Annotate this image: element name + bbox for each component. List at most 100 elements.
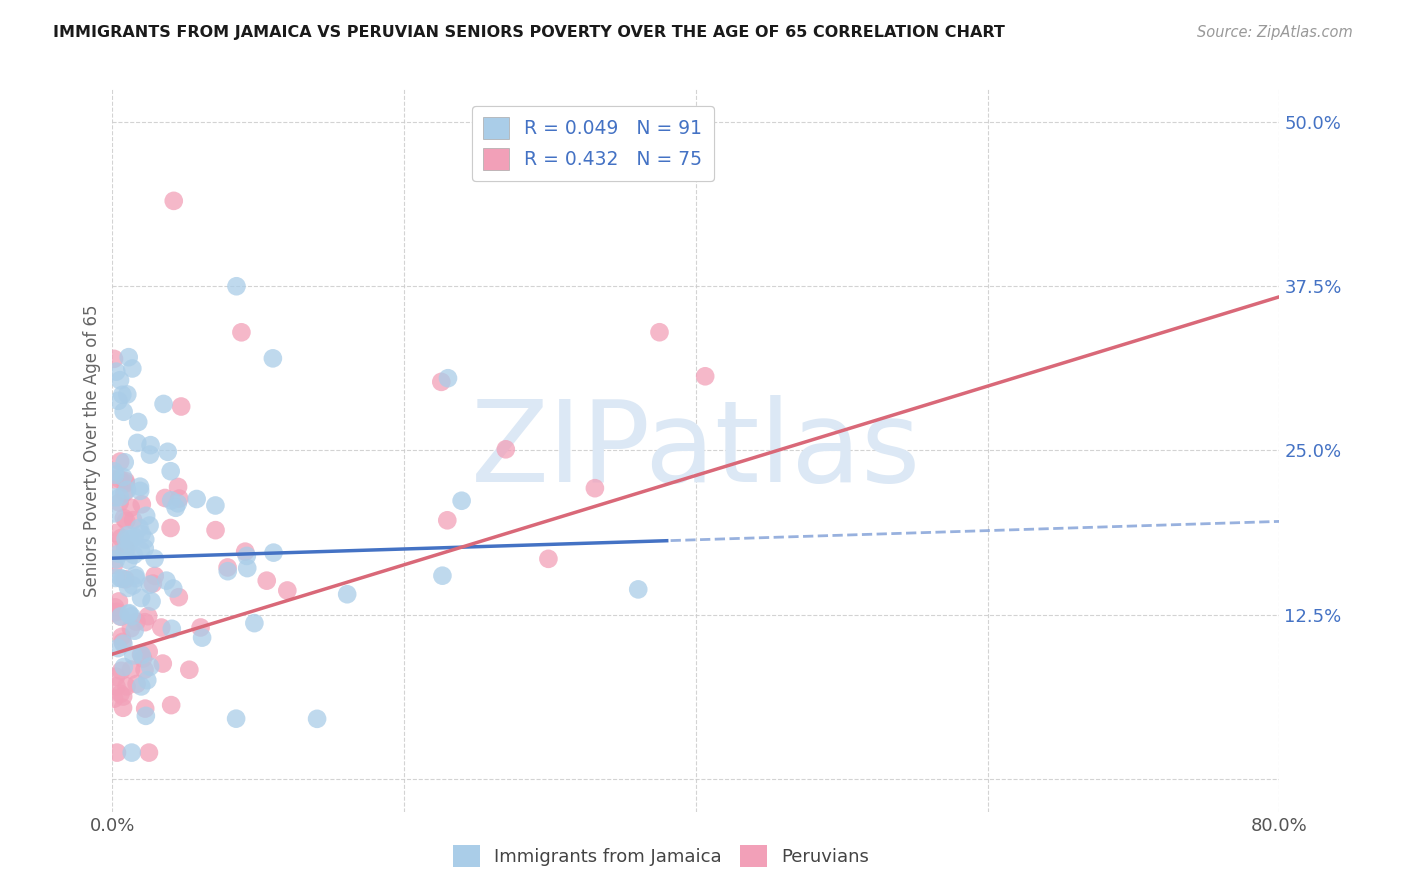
Point [156,444,179,458]
Point [108,490,131,504]
Point [243,616,266,631]
Point [139,448,162,462]
Point [179,663,201,677]
Point [138,746,160,760]
Point [117,387,139,401]
Point [112,700,135,714]
Point [127,415,149,429]
Point [135,508,157,523]
Point [124,624,146,638]
Point [105,365,128,379]
Point [204,499,226,513]
Point [138,518,160,533]
Point [204,523,226,537]
Point [112,470,135,484]
Point [307,712,329,726]
Point [115,679,138,693]
Point [120,621,142,635]
Point [129,648,152,662]
Point [121,609,143,624]
Point [583,481,606,495]
Point [121,746,143,760]
Point [104,491,127,505]
Point [131,648,153,663]
Point [110,687,132,701]
Point [114,572,136,586]
Point [131,527,153,541]
Point [122,513,145,527]
Point [155,574,177,588]
Point [152,397,174,411]
Point [648,325,671,339]
Point [141,594,163,608]
Point [115,514,138,528]
Point [436,513,458,527]
Point [115,542,138,557]
Point [336,587,359,601]
Point [104,670,127,684]
Point [114,455,136,469]
Point [134,663,156,677]
Point [233,544,256,558]
Point [142,576,165,591]
Point [110,571,132,585]
Point [104,600,127,615]
Text: IMMIGRANTS FROM JAMAICA VS PERUVIAN SENIORS POVERTY OVER THE AGE OF 65 CORRELATI: IMMIGRANTS FROM JAMAICA VS PERUVIAN SENI… [53,25,1005,40]
Point [165,500,187,515]
Point [104,571,127,585]
Point [111,635,134,649]
Point [627,582,650,597]
Point [104,542,127,557]
Point [103,464,125,478]
Point [537,551,560,566]
Point [122,648,145,663]
Point [115,483,138,497]
Point [236,549,259,563]
Point [135,709,157,723]
Point [118,350,141,364]
Point [129,480,152,494]
Point [166,496,188,510]
Point [191,631,214,645]
Point [118,607,141,622]
Point [167,491,190,506]
Point [114,476,136,491]
Point [131,497,153,511]
Point [120,500,142,515]
Point [217,564,239,578]
Point [118,532,141,546]
Point [107,641,129,656]
Point [112,660,135,674]
Point [143,551,166,566]
Point [110,609,132,624]
Point [186,491,208,506]
Point [152,657,174,671]
Point [134,533,156,547]
Point [122,548,145,562]
Point [136,673,159,688]
Point [134,541,156,556]
Point [117,528,139,542]
Point [117,581,139,595]
Point [111,572,134,586]
Point [110,609,132,624]
Point [129,544,152,558]
Point [437,371,460,385]
Point [129,591,152,605]
Point [108,472,131,486]
Point [103,558,125,572]
Point [129,680,152,694]
Legend: R = 0.049   N = 91, R = 0.432   N = 75: R = 0.049 N = 91, R = 0.432 N = 75 [472,106,714,181]
Point [103,351,125,366]
Point [125,677,148,691]
Point [276,583,298,598]
Point [136,609,159,624]
Point [143,569,166,583]
Point [128,521,150,535]
Point [695,369,717,384]
Point [108,373,131,387]
Point [138,645,160,659]
Point [107,547,129,561]
Legend: Immigrants from Jamaica, Peruvians: Immigrants from Jamaica, Peruvians [446,838,876,874]
Point [104,467,127,482]
